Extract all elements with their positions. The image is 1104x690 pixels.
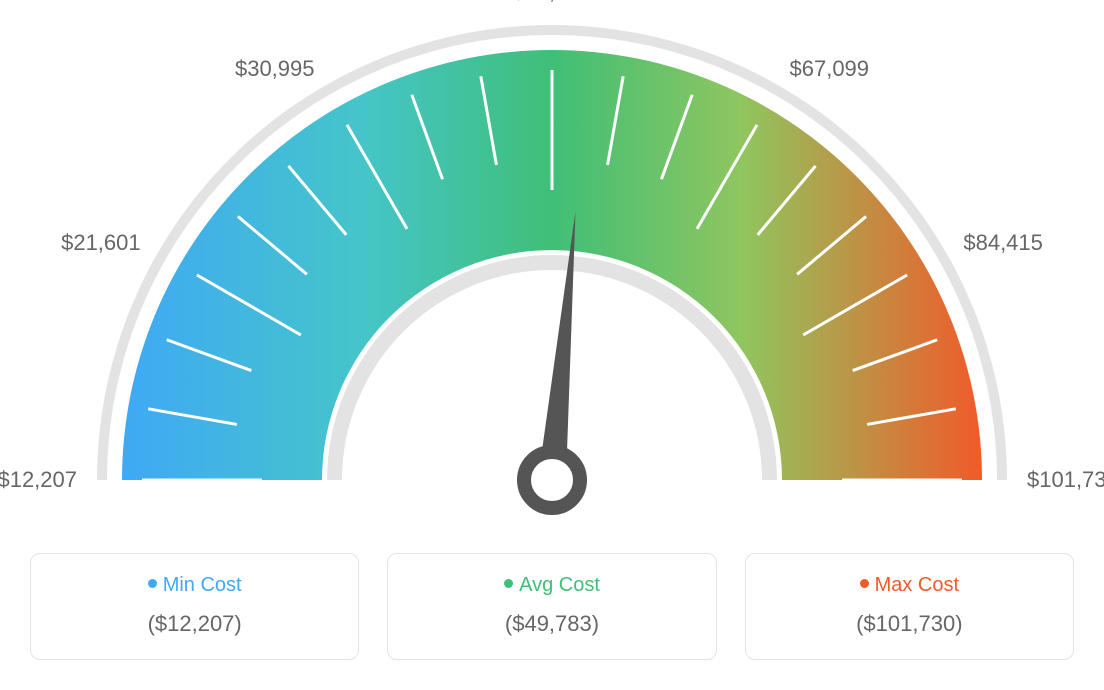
legend-label-max: Max Cost xyxy=(875,574,959,596)
legend-value-max: ($101,730) xyxy=(756,611,1063,637)
legend-card-max: Max Cost ($101,730) xyxy=(745,553,1074,660)
gauge-tick-label: $12,207 xyxy=(0,467,77,493)
gauge-tick-label: $30,995 xyxy=(235,56,315,82)
gauge-tick-label: $84,415 xyxy=(963,230,1043,256)
legend-title-avg: Avg Cost xyxy=(398,574,705,597)
legend-value-avg: ($49,783) xyxy=(398,611,705,637)
legend-dot-min xyxy=(148,579,157,588)
gauge-tick-label: $101,730 xyxy=(1027,467,1104,493)
gauge-tick-label: $49,783 xyxy=(512,0,592,5)
legend-title-max: Max Cost xyxy=(756,574,1063,597)
legend-dot-max xyxy=(860,579,869,588)
legend-row: Min Cost ($12,207) Avg Cost ($49,783) Ma… xyxy=(30,553,1074,660)
legend-label-min: Min Cost xyxy=(163,574,242,596)
gauge-svg xyxy=(0,0,1104,540)
gauge-needle xyxy=(538,211,575,481)
gauge-needle-hub xyxy=(524,452,580,508)
legend-label-avg: Avg Cost xyxy=(519,574,600,596)
gauge-tick-label: $21,601 xyxy=(61,230,141,256)
legend-card-avg: Avg Cost ($49,783) xyxy=(387,553,716,660)
cost-gauge-container: $12,207 $21,601 $30,995 $49,783 $67,099 $84,4… xyxy=(0,0,1104,690)
legend-value-min: ($12,207) xyxy=(41,611,348,637)
gauge-chart: $12,207 $21,601 $30,995 $49,783 $67,099 $84,4… xyxy=(0,0,1104,540)
legend-card-min: Min Cost ($12,207) xyxy=(30,553,359,660)
legend-title-min: Min Cost xyxy=(41,574,348,597)
gauge-tick-label: $67,099 xyxy=(790,56,870,82)
legend-dot-avg xyxy=(504,579,513,588)
